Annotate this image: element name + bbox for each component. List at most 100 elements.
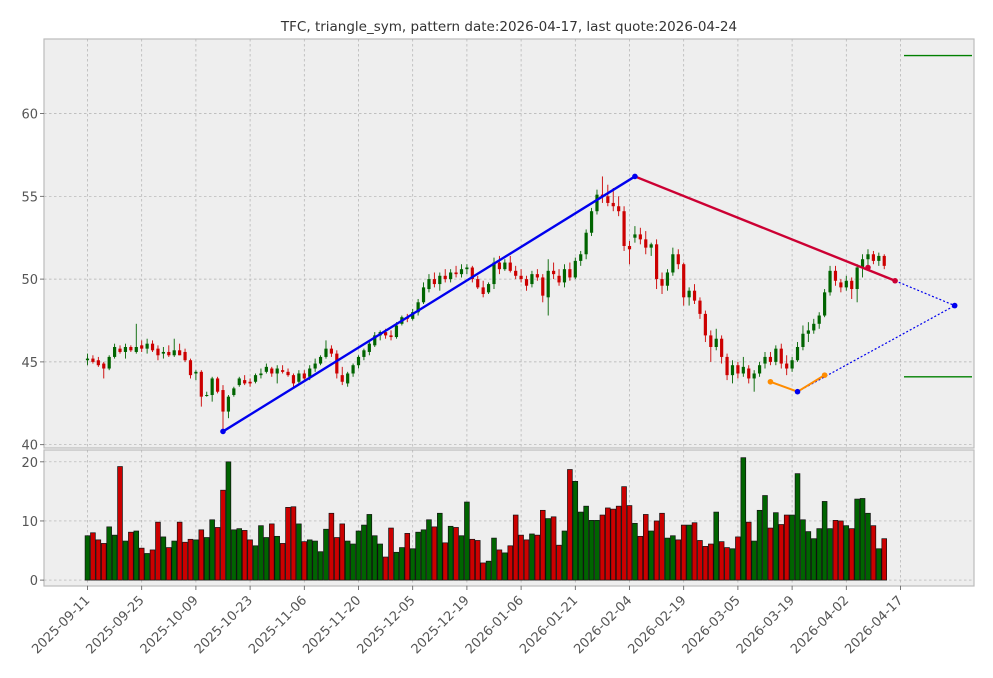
volume-bar <box>485 560 492 581</box>
volume-bar <box>751 540 757 581</box>
volume-bar <box>680 524 687 581</box>
volume-bar <box>269 523 275 581</box>
volume-bar <box>90 532 96 581</box>
candle-body <box>210 378 214 396</box>
volume-bar <box>491 537 497 581</box>
candle-body <box>449 272 453 280</box>
volume-bar <box>84 535 91 581</box>
volume-bar <box>209 519 215 581</box>
volume-bar <box>881 538 887 581</box>
candle-body <box>129 346 133 351</box>
candle-body <box>747 368 751 379</box>
volume-bar <box>729 548 736 581</box>
volume-bar <box>166 547 172 581</box>
x-tick-label: 2026-04-17 <box>842 593 906 657</box>
volume-bar <box>691 522 698 581</box>
candle-body <box>676 254 680 265</box>
volume-bar <box>285 507 291 581</box>
y-tick-labels: 40 45 50 55 60 0 10 20 <box>21 108 44 589</box>
volume-bar <box>713 511 719 581</box>
volume-bar <box>789 514 795 581</box>
candle-body <box>725 356 729 376</box>
volume-bar <box>718 541 725 581</box>
volume-bar <box>149 549 156 581</box>
volume-bar <box>843 525 850 581</box>
candle-body <box>682 264 686 298</box>
candle-body <box>188 360 193 376</box>
candle-body <box>91 358 95 362</box>
candle-body <box>757 365 762 374</box>
candle-body <box>720 338 724 357</box>
volume-bar <box>621 486 627 581</box>
volume-bar <box>512 514 519 581</box>
volume-bar <box>328 512 335 581</box>
volume-bar <box>653 520 660 581</box>
candle-body <box>215 378 220 392</box>
candle-body <box>806 330 810 334</box>
candle-body <box>687 290 691 298</box>
volume-bar <box>615 505 622 581</box>
candle-body <box>85 358 90 361</box>
candle-body <box>118 348 122 352</box>
volume-bar <box>626 505 633 581</box>
volume-bar <box>702 546 709 581</box>
volume-bar <box>393 551 400 581</box>
candle-body <box>882 255 886 266</box>
candle-body <box>454 272 458 275</box>
volume-bar <box>794 473 801 581</box>
candle-body <box>790 360 794 369</box>
candle-body <box>421 287 426 303</box>
volume-bar <box>101 543 107 581</box>
candle-body <box>356 356 361 366</box>
volume-bar <box>561 530 568 581</box>
volume-bar <box>241 530 248 581</box>
price-tick-label: 55 <box>21 190 38 205</box>
volume-bar <box>594 520 600 581</box>
candle-body <box>362 350 366 357</box>
candle-body <box>617 206 621 212</box>
volume-bar <box>664 537 671 581</box>
volume-tick-label: 0 <box>30 574 38 589</box>
candle-body <box>703 313 707 336</box>
candle-body <box>649 244 653 248</box>
candle-body <box>611 202 615 207</box>
volume-bar <box>567 469 573 581</box>
candle-body <box>248 381 252 384</box>
upper-pivot-point <box>892 277 898 284</box>
volume-bar <box>816 528 822 581</box>
candle-body <box>205 395 209 397</box>
candle-body <box>828 270 832 293</box>
volume-bar <box>474 540 481 581</box>
pivot-point <box>632 173 638 180</box>
candle-body <box>367 343 371 352</box>
volume-bar <box>344 540 351 581</box>
volume-bar <box>236 528 243 581</box>
volume-bar <box>361 524 367 581</box>
candle-body <box>178 350 182 356</box>
upper-projection <box>894 280 955 307</box>
candle-body <box>308 368 312 377</box>
candle-body <box>340 375 344 382</box>
candle-body <box>655 244 659 280</box>
volume-bar <box>263 537 270 581</box>
candle-body <box>150 343 155 351</box>
volume-tick-label: 20 <box>21 456 38 471</box>
candle-body <box>183 351 187 361</box>
volume-bar <box>426 519 432 581</box>
candle-body <box>801 333 805 347</box>
candle-body <box>535 274 539 278</box>
candle-body <box>519 275 523 280</box>
candle-body <box>692 290 697 301</box>
candle-body <box>730 365 735 376</box>
candle-body <box>389 335 393 338</box>
candle-body <box>438 275 442 285</box>
volume-bar <box>339 523 345 581</box>
volume-bar <box>106 526 112 581</box>
volume-bar <box>756 509 763 581</box>
candle-body <box>557 275 561 283</box>
candle-body <box>866 254 870 260</box>
volume-bar <box>404 533 411 581</box>
candle-body <box>302 373 306 379</box>
candle-body <box>172 350 176 356</box>
